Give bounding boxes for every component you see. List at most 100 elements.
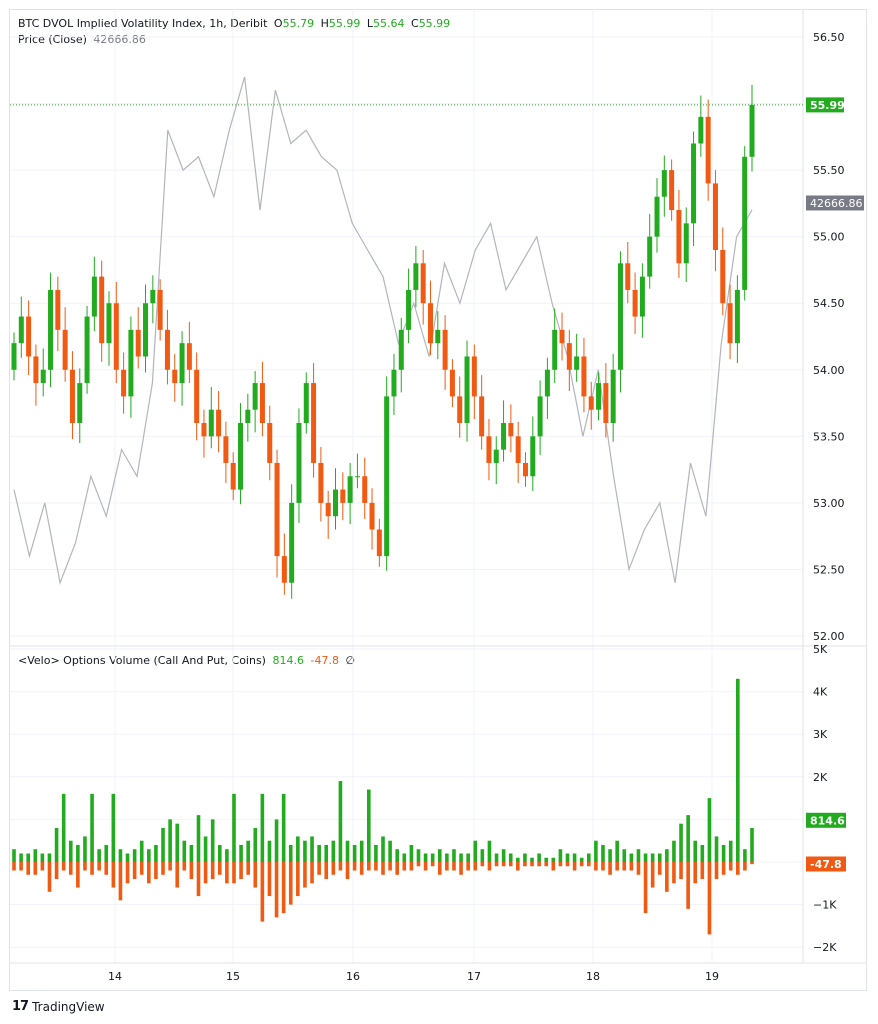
x-tick-label: 19 [705,970,719,983]
candle-body [11,343,17,370]
put-volume-bar [324,862,329,880]
call-volume-bar [76,844,80,862]
candle-body [588,396,594,410]
candle-body [296,423,302,503]
candle-body [91,276,97,317]
candle-body [530,436,536,477]
call-volume-bar [594,840,598,862]
put-volume-bar [182,862,187,871]
call-volume-bar [217,844,222,862]
call-volume-bar [19,853,23,862]
put-volume-bar [466,862,470,871]
put-volume-bar [388,862,392,871]
call-volume-bar [317,844,321,862]
call-volume-bar [466,853,470,862]
call-volume-bar [650,853,655,862]
call-volume-bar [558,849,563,862]
put-volume-bar [728,862,733,871]
put-volume-bar [501,862,506,867]
candle-body [143,303,149,357]
call-volume-bar [175,823,180,862]
call-volume-bar [324,844,329,862]
call-volume-bar [196,815,201,862]
call-volume-bar [367,789,371,862]
candle-body [303,383,309,424]
call-volume-bar [572,853,577,862]
put-volume-bar [416,862,421,867]
candle-body [508,423,514,437]
call-volume-bar [700,844,705,862]
candle-body [742,156,748,290]
put-volume-bar [217,862,222,875]
tradingview-logo[interactable]: 17 TradingView [12,999,105,1014]
candle-body [501,423,507,450]
call-volume-bar [452,849,456,862]
candle-body [427,303,433,344]
call-volume-bar [274,819,279,862]
put-volume-bar [331,862,336,875]
candle-body [106,303,112,344]
call-volume-bar [303,840,307,862]
candle-body [537,396,543,437]
put-volume-bar [303,862,307,888]
candle-body [639,276,645,317]
candle-body [201,423,207,437]
put-volume-bar [508,862,513,867]
call-volume-bar [736,678,740,862]
price-legend-label: Price (Close) [18,33,87,46]
empty-set-icon: ∅ [345,654,356,667]
candle-body [267,423,273,463]
candle-body [661,170,667,197]
y-tick-label: 2K [813,771,828,784]
candle-body [55,289,61,330]
call-volume-bar [352,844,357,862]
chart-frame [9,9,867,991]
candle-body [435,329,441,344]
candle-body [259,383,265,424]
call-volume-bar [225,849,229,862]
put-volume-bar [572,862,577,871]
call-volume-bar [345,840,350,862]
put-volume-bar [168,862,172,871]
call-volume-bar [544,857,549,862]
put-volume-bar [359,862,364,875]
put-volume-bar [516,862,520,871]
call-volume-bar [537,853,541,862]
put-volume-bar [686,862,690,909]
put-volume-bar [622,862,627,871]
call-volume-bar [608,849,612,862]
candle-body [617,263,623,370]
candle-body [413,263,419,290]
open-value: 55.79 [282,17,315,30]
candle-body [179,343,185,384]
call-volume-bar [359,840,364,862]
put-volume-bar [423,862,428,871]
put-volume-bar [594,862,598,871]
y-tick-label: 53.50 [813,430,845,443]
y-tick-label: 54.00 [813,364,845,377]
call-volume-bar [750,827,754,862]
put-volume-bar [750,862,754,865]
candle-body [223,436,229,463]
put-volume-bar [601,862,605,871]
put-volume-bar [154,862,158,880]
volume-bars [12,678,754,935]
put-volume-bar [629,862,634,871]
candle-body [135,329,141,357]
call-volume-bar [622,849,627,862]
y-tick-label: 55.00 [813,231,845,244]
put-volume-bar [409,862,414,871]
candle-body [625,263,631,290]
put-volume-bar [672,862,676,884]
call-volume-bar [565,853,570,862]
y-axis-main: 52.00 52.50 53.00 53.50 54.00 54.50 55.00 55.50… [813,31,845,643]
candle-body [333,489,339,517]
call-volume-bar [381,836,385,862]
call-volume-bar [430,853,435,862]
put-volume-bar [608,862,612,875]
y-tick-label: 53.00 [813,497,845,510]
call-volume-bar [530,857,534,862]
candle-body [464,356,470,424]
candle-body [172,369,178,384]
call-volume-bar [125,853,130,862]
